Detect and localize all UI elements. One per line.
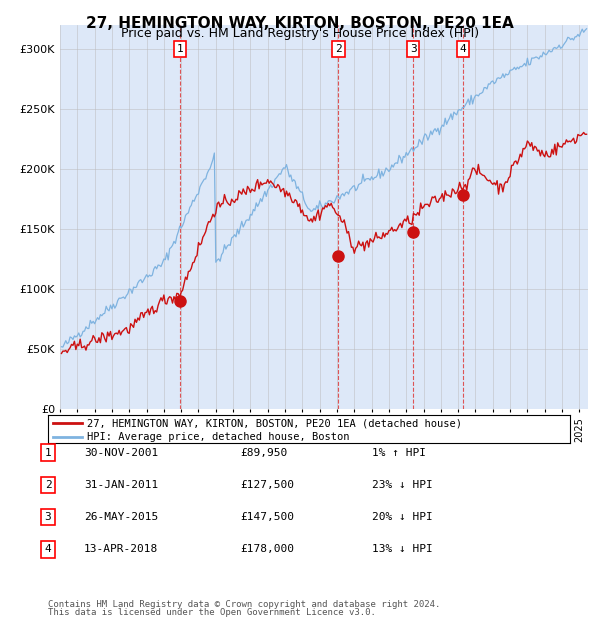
Text: HPI: Average price, detached house, Boston: HPI: Average price, detached house, Bost… [87, 432, 350, 442]
Text: 27, HEMINGTON WAY, KIRTON, BOSTON, PE20 1EA: 27, HEMINGTON WAY, KIRTON, BOSTON, PE20 … [86, 16, 514, 30]
Text: 20% ↓ HPI: 20% ↓ HPI [372, 512, 433, 522]
Text: 1% ↑ HPI: 1% ↑ HPI [372, 448, 426, 458]
Text: 27, HEMINGTON WAY, KIRTON, BOSTON, PE20 1EA (detached house): 27, HEMINGTON WAY, KIRTON, BOSTON, PE20 … [87, 418, 462, 428]
Text: 3: 3 [44, 512, 52, 522]
Text: £178,000: £178,000 [240, 544, 294, 554]
Text: 1: 1 [176, 44, 183, 54]
Text: 13% ↓ HPI: 13% ↓ HPI [372, 544, 433, 554]
Text: 3: 3 [410, 44, 416, 54]
Text: Price paid vs. HM Land Registry's House Price Index (HPI): Price paid vs. HM Land Registry's House … [121, 27, 479, 40]
Text: 4: 4 [44, 544, 52, 554]
Text: 23% ↓ HPI: 23% ↓ HPI [372, 480, 433, 490]
Text: £89,950: £89,950 [240, 448, 287, 458]
Text: 31-JAN-2011: 31-JAN-2011 [84, 480, 158, 490]
Text: 2: 2 [44, 480, 52, 490]
Text: Contains HM Land Registry data © Crown copyright and database right 2024.: Contains HM Land Registry data © Crown c… [48, 600, 440, 609]
Text: 26-MAY-2015: 26-MAY-2015 [84, 512, 158, 522]
Text: £127,500: £127,500 [240, 480, 294, 490]
Text: 13-APR-2018: 13-APR-2018 [84, 544, 158, 554]
Text: 30-NOV-2001: 30-NOV-2001 [84, 448, 158, 458]
Text: 1: 1 [44, 448, 52, 458]
Text: 2: 2 [335, 44, 342, 54]
Text: £147,500: £147,500 [240, 512, 294, 522]
Text: This data is licensed under the Open Government Licence v3.0.: This data is licensed under the Open Gov… [48, 608, 376, 617]
Text: 4: 4 [460, 44, 466, 54]
